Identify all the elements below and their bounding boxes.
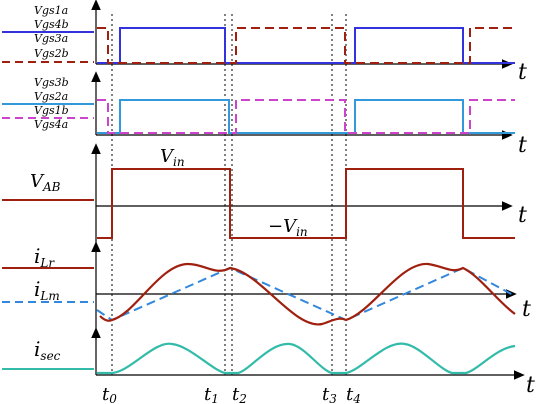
panel4-axis-label: t (522, 297, 531, 322)
time-label-t3: t3 (322, 384, 337, 404)
label-vgs2a: Vgs2a (34, 90, 68, 103)
label-vgs4a: Vgs4a (34, 118, 68, 131)
panel3-axis-label: t (518, 203, 527, 228)
panel1-axis-label: t (518, 60, 527, 85)
panel2-axis-label: t (518, 133, 527, 158)
wave-vgs1a-vgs4b (97, 27, 515, 64)
wave-ilr (99, 262, 516, 326)
label-vgs3a: Vgs3a (34, 32, 68, 45)
label-vab: VAB (30, 171, 61, 194)
wave-isec (97, 342, 516, 375)
time-labels: t0 t1 t2 t3 t4 (102, 384, 361, 404)
panel-5: t isec (2, 327, 535, 398)
label-vgs2b: Vgs2b (34, 47, 69, 60)
time-label-t0: t0 (102, 384, 117, 404)
panel-4: t iLr iLm (2, 241, 531, 340)
label-vgs3b: Vgs3b (34, 76, 69, 89)
panel-2: t Vgs3b Vgs2a Vgs1b Vgs4a (2, 71, 527, 158)
wave-vgs3b-vgs2a (97, 99, 515, 134)
label-neg-vin: −Vin (268, 216, 308, 239)
label-vgs4b: Vgs4b (34, 18, 69, 31)
time-label-t4: t4 (346, 384, 361, 404)
panel-1: t Vgs1a Vgs4b Vgs3a Vgs2b (2, 0, 527, 85)
wave-vgs1b-vgs4a (97, 99, 515, 134)
time-label-t1: t1 (204, 384, 219, 404)
panel5-axis-label: t (526, 373, 535, 398)
label-vgs1a: Vgs1a (34, 4, 68, 17)
label-vin: Vin (160, 146, 185, 169)
panel-3: t VAB Vin −Vin (2, 143, 527, 250)
label-ilm: iLm (34, 277, 60, 303)
label-ilr: iLr (34, 244, 55, 270)
label-isec: isec (34, 337, 61, 363)
wave-vgs3a-vgs2b (97, 27, 515, 64)
time-label-t2: t2 (232, 384, 247, 404)
label-vgs1b: Vgs1b (34, 104, 69, 117)
wave-vab (97, 168, 515, 239)
